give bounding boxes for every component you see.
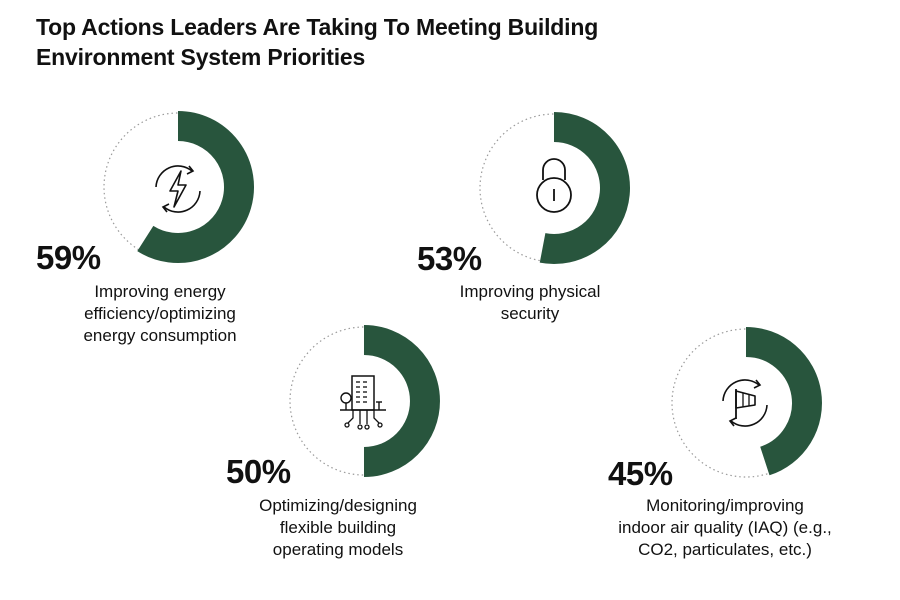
category-label-energy-line-2: efficiency/optimizing bbox=[84, 304, 236, 323]
lightning-cycle-icon bbox=[155, 165, 201, 213]
chart-title-line-1: Top Actions Leaders Are Taking To Meetin… bbox=[36, 14, 599, 40]
donut-energy bbox=[103, 111, 254, 263]
category-label-energy-line-3: energy consumption bbox=[83, 326, 237, 345]
donut-value-arc bbox=[745, 327, 822, 476]
category-label-iaq-line-1: Monitoring/improving bbox=[646, 496, 804, 515]
donut-value-arc bbox=[539, 112, 630, 264]
category-label-security-line-2: security bbox=[500, 304, 560, 323]
chart-title-line-2: Environment System Priorities bbox=[36, 44, 366, 70]
value-label-security: 53% bbox=[417, 241, 486, 277]
category-label-security: Improving physical security bbox=[420, 281, 640, 325]
value-label-building: 50% bbox=[226, 454, 295, 490]
smart-building-icon bbox=[340, 375, 386, 430]
value-label-energy: 59% bbox=[36, 240, 105, 276]
donut-building bbox=[289, 325, 440, 477]
donut-security bbox=[479, 112, 630, 264]
chart-title: Top Actions Leaders Are Taking To Meetin… bbox=[36, 12, 796, 72]
donut-value-arc bbox=[137, 111, 254, 263]
category-label-energy: Improving energy efficiency/optimizing e… bbox=[40, 281, 280, 347]
category-label-building-line-3: operating models bbox=[272, 540, 404, 559]
category-label-building: Optimizing/designing flexible building o… bbox=[222, 495, 454, 561]
donut-iaq bbox=[671, 327, 822, 478]
value-label-iaq: 45% bbox=[608, 456, 677, 492]
donut-value-arc bbox=[363, 325, 440, 477]
padlock-icon bbox=[536, 158, 572, 213]
windsock-cycle-icon bbox=[722, 379, 768, 427]
category-label-iaq-line-3: CO2, particulates, etc.) bbox=[638, 540, 812, 559]
category-label-iaq: Monitoring/improving indoor air quality … bbox=[585, 495, 865, 561]
category-label-security-line-1: Improving physical bbox=[459, 282, 601, 301]
category-label-building-line-1: Optimizing/designing bbox=[259, 496, 417, 515]
category-label-building-line-2: flexible building bbox=[279, 518, 397, 537]
category-label-energy-line-1: Improving energy bbox=[94, 282, 226, 301]
category-label-iaq-line-2: indoor air quality (IAQ) (e.g., bbox=[618, 518, 832, 537]
